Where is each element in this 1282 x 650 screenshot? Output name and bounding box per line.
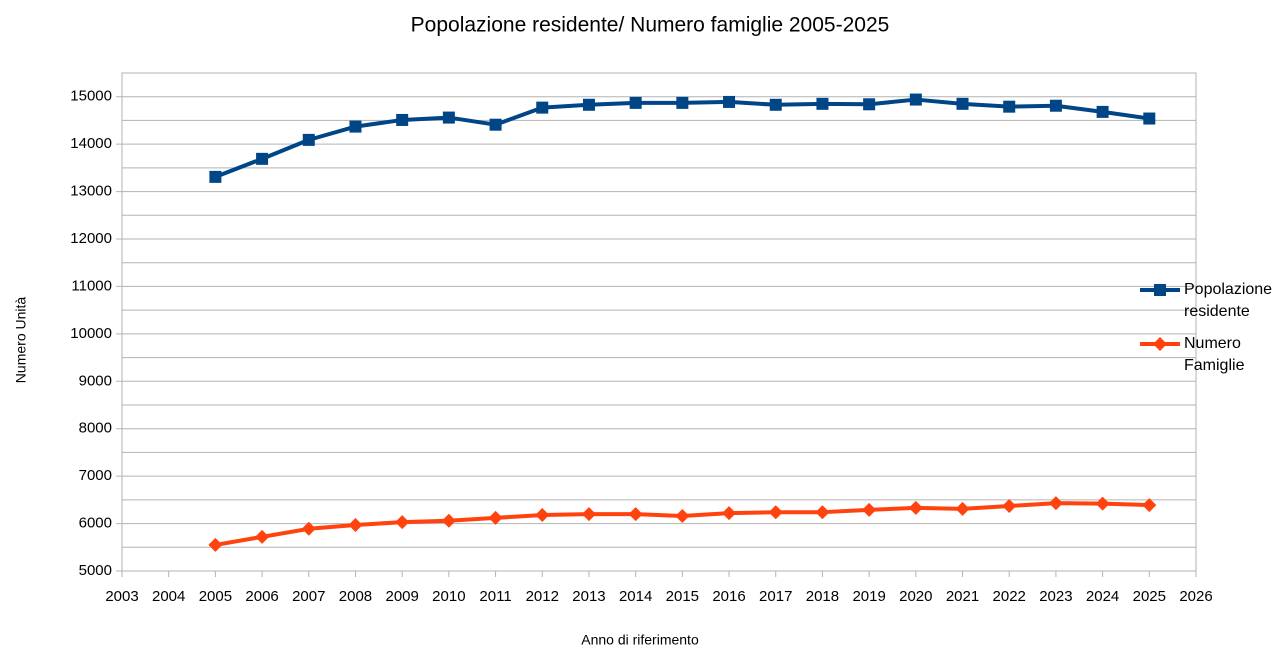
marker [208,537,223,552]
marker [1003,100,1016,113]
marker [441,513,456,528]
x-tick-label: 2016 [712,588,745,605]
marker [348,517,363,532]
marker [1049,99,1062,112]
marker [722,506,737,521]
marker [301,521,316,536]
chart-title: Popolazione residente/ Numero famiglie 2… [411,14,890,37]
x-tick-label: 2024 [1086,588,1119,605]
marker [675,508,690,523]
y-tick-label: 12000 [70,230,112,247]
x-axis-label: Anno di riferimento [581,632,699,648]
marker [1142,498,1157,513]
marker [628,507,643,522]
marker [582,98,595,111]
marker [629,96,642,109]
marker [395,515,410,530]
marker [956,97,969,110]
marker [581,507,596,522]
marker [1095,496,1110,511]
x-tick-label: 2010 [432,588,465,605]
y-tick-label: 7000 [79,467,112,484]
x-tick-label: 2007 [292,588,325,605]
x-tick-label: 2011 [479,588,511,605]
marker [1153,337,1167,351]
x-tick-label: 2013 [572,588,605,605]
legend-label: Numero Famiglie [1184,335,1245,374]
marker [488,510,503,525]
marker [816,97,829,110]
y-tick-label: 5000 [79,562,112,579]
marker [863,98,876,111]
x-tick-label: 2025 [1133,588,1166,605]
y-tick-label: 9000 [79,372,112,389]
y-tick-label: 6000 [79,515,112,532]
marker [1143,112,1156,125]
x-tick-label: 2008 [339,588,372,605]
marker [442,111,455,124]
x-tick-label: 2021 [946,588,979,605]
x-tick-label: 2005 [199,588,232,605]
x-tick-label: 2006 [245,588,278,605]
marker [1048,496,1063,511]
plot-border [121,72,1197,572]
x-tick-label: 2019 [852,588,885,605]
marker [862,502,877,517]
x-tick-label: 2017 [759,588,792,605]
marker [1096,105,1109,118]
x-tick-label: 2004 [152,588,185,605]
marker [209,170,222,183]
marker [396,113,409,126]
marker [1154,284,1166,296]
marker [955,501,970,516]
x-tick-label: 2012 [526,588,559,605]
x-tick-label: 2018 [806,588,839,605]
marker [723,95,736,108]
marker [255,529,270,544]
x-tick-label: 2009 [385,588,418,605]
marker [536,101,549,114]
legend-label: Popolazione residente [1184,281,1273,320]
marker [815,505,830,520]
marker [1002,499,1017,514]
x-tick-label: 2015 [666,588,699,605]
y-axis-label: Numero Unità [13,297,29,384]
x-tick-label: 2020 [899,588,932,605]
marker [256,152,269,165]
y-tick-label: 15000 [70,88,112,105]
y-tick-label: 8000 [79,420,112,437]
marker [676,96,689,109]
x-tick-label: 2026 [1179,588,1212,605]
x-tick-label: 2022 [993,588,1026,605]
marker [302,133,315,146]
x-tick-label: 2014 [619,588,652,605]
y-tick-label: 13000 [70,183,112,200]
marker [489,118,502,131]
x-tick-label: 2023 [1039,588,1072,605]
marker [768,505,783,520]
x-tick-label: 2003 [105,588,138,605]
y-tick-label: 11000 [71,277,112,294]
y-tick-label: 14000 [70,135,112,152]
marker [769,98,782,111]
marker [535,508,550,523]
marker [909,93,922,106]
y-tick-label: 10000 [70,325,112,342]
marker [908,500,923,515]
marker [349,120,362,133]
